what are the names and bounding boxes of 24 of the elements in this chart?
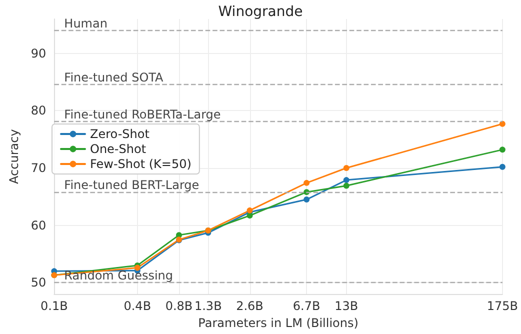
x-tick-label: 0.1B (40, 299, 68, 314)
legend-label: One-Shot (90, 142, 146, 156)
x-tick-label: 2.6B (236, 299, 264, 314)
chart-title: Winogrande (218, 4, 303, 20)
ref-line-label: Fine-tuned BERT-Large (64, 178, 200, 192)
x-tick-label: 0.8B (165, 299, 193, 314)
y-tick-label: 60 (30, 218, 46, 232)
x-tick-label: 13B (334, 299, 358, 314)
y-axis-title: Accuracy (7, 129, 21, 184)
y-tick-label: 70 (30, 161, 46, 176)
ref-line-label: Human (64, 16, 108, 30)
x-tick-label: 6.7B (292, 299, 320, 314)
x-tick-label: 0.4B (124, 299, 152, 314)
ref-line-label: Random Guessing (64, 268, 174, 283)
y-tick-label: 80 (30, 104, 46, 118)
x-axis-title: Parameters in LM (Billions) (198, 316, 358, 330)
ref-line-label: Fine-tuned SOTA (64, 70, 164, 84)
y-tick-label: 50 (30, 276, 46, 290)
y-tick-label: 90 (30, 46, 46, 60)
ref-line-label: Fine-tuned RoBERTa-Large (64, 108, 221, 122)
legend-label: Few-Shot (K=50) (90, 157, 192, 171)
x-tick-label: 175B (486, 299, 518, 314)
legend-label: Zero-Shot (90, 127, 150, 141)
x-tick-label: 1.3B (194, 299, 222, 314)
